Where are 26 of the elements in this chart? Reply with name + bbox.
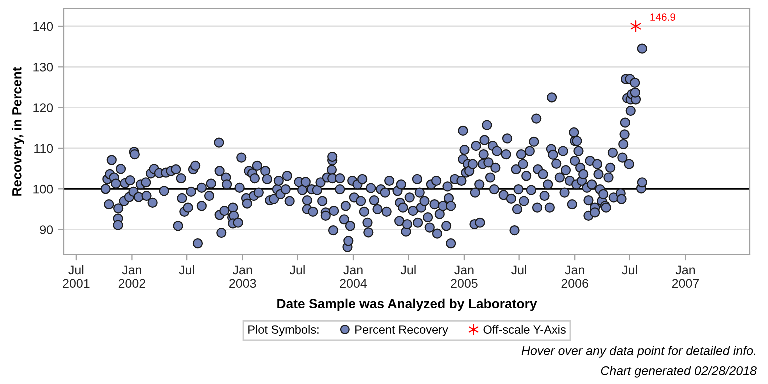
- y-tick-label: 100: [34, 184, 54, 194]
- x-tick-label: Jan 2005: [451, 266, 478, 288]
- x-tick-label: Jan 2006: [562, 266, 588, 288]
- y-tick-label: 90: [40, 226, 54, 234]
- x-axis-title: Date Sample was Analyzed by Laboratory: [278, 298, 538, 312]
- text: Chart generated 02/28/2018: [601, 366, 757, 378]
- x-tick-label: Jul: [622, 265, 638, 275]
- y-tick-label: 110: [34, 144, 54, 154]
- y-tick-label: 140: [34, 22, 54, 32]
- x-tick-label: Jan 2003: [230, 266, 256, 288]
- text: Hover over any data point for detailed info.: [522, 346, 756, 358]
- x-tick-label: Jul: [290, 265, 305, 275]
- x-tick-label: Jul: [179, 265, 194, 275]
- legend-title: Plot Symbols:: [248, 325, 319, 336]
- x-tick-label: Jan 2007: [672, 266, 700, 288]
- legend-label: Off-scale Y-Axis: [484, 325, 566, 334]
- annotation: 146.9: [650, 14, 676, 22]
- x-tick-label: Jul: [512, 265, 526, 275]
- x-tick-label: Jan 2004: [340, 266, 368, 288]
- legend-label: Percent Recovery: [356, 326, 448, 336]
- x-tick-label: Jul: [400, 265, 416, 275]
- y-tick-label: 130: [34, 62, 54, 72]
- y-axis-title: Recovery, in Percent: [12, 67, 24, 196]
- y-tick-label: 120: [34, 104, 54, 112]
- x-tick-label: Jul 2001: [63, 265, 90, 288]
- x-tick-label: Jan 2002: [118, 266, 146, 288]
